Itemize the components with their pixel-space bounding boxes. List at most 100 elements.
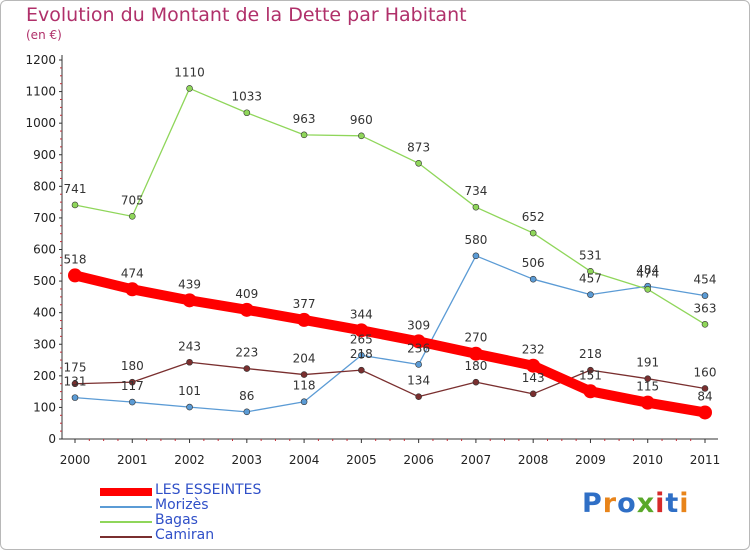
- data-label: 243: [178, 339, 201, 353]
- data-label: 506: [522, 256, 545, 270]
- data-point: [644, 375, 652, 382]
- x-tick-label: 2009: [575, 453, 606, 467]
- y-tick-label: 100: [33, 400, 56, 414]
- data-label: 204: [293, 352, 316, 366]
- data-point: [468, 346, 483, 361]
- data-label: 1033: [232, 90, 263, 104]
- x-tick-label: 2002: [174, 453, 205, 467]
- data-label: 457: [579, 272, 602, 286]
- data-label: 175: [64, 361, 87, 375]
- data-label: 531: [579, 248, 602, 262]
- data-point: [128, 378, 136, 386]
- data-point: [415, 393, 422, 400]
- data-point: [583, 384, 598, 399]
- logo-letter: i: [679, 488, 690, 519]
- data-label: 117: [121, 379, 144, 393]
- data-label: 741: [64, 182, 87, 196]
- data-label: 180: [121, 359, 144, 373]
- series-lines: [68, 85, 712, 420]
- series-line-Morizès: [74, 255, 706, 413]
- data-label: 652: [522, 210, 545, 224]
- data-label: 309: [407, 318, 430, 332]
- data-label: 191: [636, 356, 659, 370]
- y-tick-label: 500: [33, 274, 56, 288]
- x-tick-label: 2003: [232, 453, 263, 467]
- data-point: [640, 395, 655, 410]
- logo-letter: r: [602, 488, 618, 519]
- x-tick-label: 2008: [518, 453, 549, 467]
- data-point: [186, 403, 193, 411]
- logo-letter: P: [582, 488, 603, 519]
- data-label: 518: [64, 252, 87, 266]
- chart-subtitle: (en €): [26, 28, 62, 42]
- data-label: 705: [121, 193, 144, 207]
- series-line-LES ESSEINTES: [70, 270, 710, 418]
- y-tick-label: 300: [33, 337, 56, 351]
- data-point: [411, 334, 426, 349]
- x-tick-label: 2005: [346, 453, 377, 467]
- data-point: [71, 380, 79, 388]
- data-label: 580: [464, 233, 487, 247]
- x-tick-label: 2000: [60, 453, 91, 467]
- data-point: [529, 229, 537, 237]
- y-tick-label: 400: [33, 306, 56, 320]
- data-label: 265: [350, 332, 373, 346]
- data-point: [243, 109, 251, 117]
- data-label: 180: [464, 359, 487, 373]
- data-label: 409: [235, 287, 258, 301]
- data-label: 484: [636, 263, 659, 277]
- data-point: [472, 378, 480, 386]
- logo-letter: t: [665, 488, 680, 519]
- data-label: 270: [464, 331, 487, 345]
- data-label: 131: [64, 375, 87, 389]
- legend-label: Morizès: [155, 497, 209, 513]
- x-tick-label: 2010: [632, 453, 663, 467]
- y-tick-label: 900: [33, 148, 56, 162]
- data-point: [701, 292, 709, 299]
- data-point: [415, 159, 422, 167]
- series-line-Bagas: [74, 87, 706, 326]
- data-label: 101: [178, 384, 201, 398]
- data-label: 474: [636, 266, 659, 280]
- data-point: [71, 394, 79, 401]
- data-point: [472, 252, 480, 260]
- data-point: [529, 390, 537, 398]
- data-point: [300, 398, 308, 406]
- x-tick-label: 2006: [403, 453, 434, 467]
- y-tick-label: 700: [33, 211, 56, 225]
- data-label: 232: [522, 343, 545, 357]
- data-label: 143: [522, 371, 545, 385]
- legend-swatch: [100, 506, 152, 508]
- data-point: [587, 291, 594, 298]
- data-label: 1110: [174, 65, 205, 79]
- data-point: [243, 408, 251, 416]
- y-tick-label: 800: [33, 179, 56, 193]
- data-point: [358, 366, 365, 374]
- logo-letter: o: [617, 488, 637, 519]
- data-point: [587, 267, 594, 275]
- data-point: [587, 366, 594, 374]
- logo-letter: x: [636, 488, 656, 519]
- data-label: 84: [697, 389, 712, 403]
- data-point: [354, 323, 369, 338]
- data-label: 118: [293, 379, 316, 393]
- data-label: 960: [350, 113, 373, 127]
- y-tick-label: 200: [33, 369, 56, 383]
- data-label: 115: [636, 380, 659, 394]
- data-label: 236: [407, 341, 430, 355]
- data-label: 454: [694, 273, 717, 287]
- data-label: 218: [350, 347, 373, 361]
- data-point: [297, 312, 312, 327]
- series-line-Camiran: [74, 361, 706, 398]
- proxiti-logo: Proxiti: [582, 488, 690, 519]
- data-label: 134: [407, 374, 430, 388]
- data-point: [701, 321, 709, 328]
- data-label: 873: [407, 140, 430, 154]
- data-label: 344: [350, 307, 373, 321]
- data-point: [186, 358, 193, 366]
- y-tick-label: 1000: [25, 116, 56, 130]
- legend-swatch: [100, 488, 152, 496]
- data-point: [358, 352, 365, 359]
- data-label: 223: [235, 346, 258, 360]
